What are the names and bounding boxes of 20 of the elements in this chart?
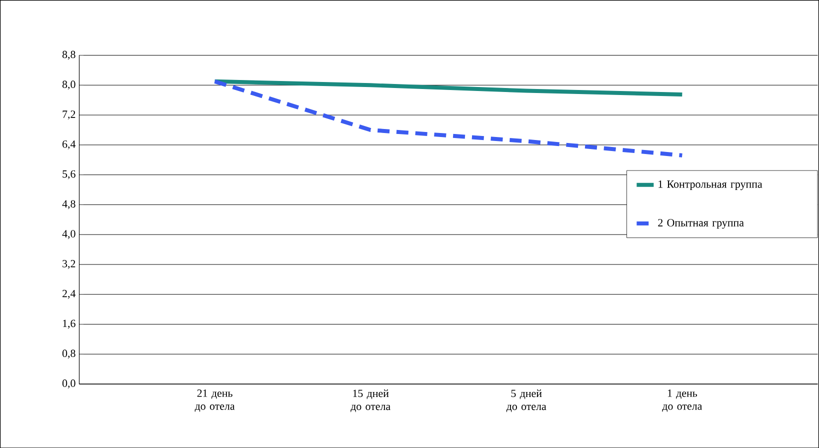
line-series <box>212 79 684 158</box>
y-tick-label: 5,6 <box>62 170 76 180</box>
y-tick-label: 4,8 <box>62 200 76 210</box>
y-tick-label: 0,0 <box>62 379 76 388</box>
y-tick-label: 3,2 <box>62 260 76 269</box>
y-tick-label: 2,4 <box>62 290 76 299</box>
x-tick-label: 21 день до отела <box>194 389 235 412</box>
y-tick-label: 8,0 <box>62 80 76 90</box>
y-tick-label: 4,0 <box>62 230 76 239</box>
y-tick-label: 1,6 <box>63 320 76 329</box>
y-tick-label: 7,2 <box>62 110 76 120</box>
x-tick-label: 15 дней до отела <box>350 389 390 412</box>
line-series <box>212 79 684 96</box>
legend-label: 2 Опытная группа <box>658 218 744 229</box>
x-tick-label: 5 дней до отела <box>506 389 546 412</box>
y-tick-label: 8,8 <box>62 50 76 60</box>
legend-label: 1 Контрольная группа <box>658 180 762 190</box>
x-tick-label: 1 день до отела <box>662 389 702 412</box>
y-tick-label: 6,4 <box>62 140 76 150</box>
y-tick-label: 0,8 <box>62 350 76 358</box>
